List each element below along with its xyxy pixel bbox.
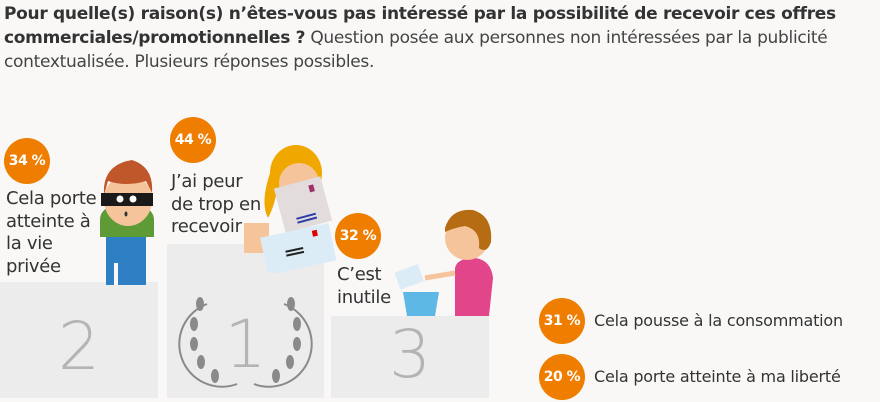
- reason-label: Cela pousse à la consommation: [594, 311, 843, 330]
- question-note: Question posée aux personnes non intéres…: [4, 28, 828, 72]
- podium-second: 2: [0, 282, 158, 398]
- reason-label: Cela porte atteinte à ma liberté: [594, 367, 841, 386]
- podium-first: 1: [167, 244, 324, 398]
- reason-label: J’ai peur de trop en recevoir: [171, 171, 261, 237]
- masked-man-illustration: [100, 160, 154, 285]
- percent-badge: 32 %: [335, 213, 381, 259]
- reason-label: Cela porte atteinte à la vie privée: [6, 188, 97, 277]
- woman-with-mail-illustration: [244, 145, 337, 273]
- girl-with-trash-illustration: [395, 209, 493, 316]
- page-title: Pour quelle(s) raison(s) n’êtes-vous pas…: [4, 2, 874, 74]
- percent-badge: 20 %: [539, 354, 585, 400]
- percent-badge: 31 %: [539, 298, 585, 344]
- rank-3: 3: [389, 316, 431, 393]
- percent-badge: 34 %: [4, 138, 50, 184]
- laurel-wreath-icon: [178, 297, 313, 388]
- podium-third: 3: [331, 316, 489, 398]
- rank-2: 2: [58, 308, 100, 385]
- percent-badge: 44 %: [170, 117, 216, 163]
- question-text: Pour quelle(s) raison(s) n’êtes-vous pas…: [4, 4, 836, 48]
- rank-1: 1: [224, 306, 267, 383]
- reason-label: C’est inutile: [337, 264, 391, 308]
